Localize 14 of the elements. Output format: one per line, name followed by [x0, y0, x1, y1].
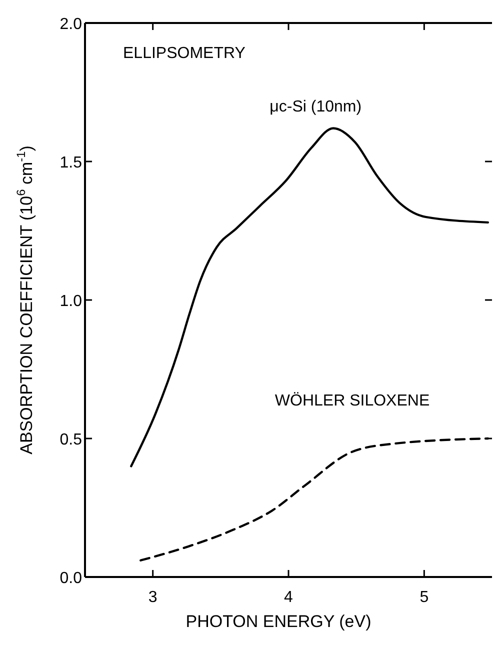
series-label: WÖHLER SILOXENE — [274, 391, 430, 410]
annotation: ELLIPSOMETRY — [123, 45, 246, 62]
line-series — [130, 127, 490, 468]
x-tick-label: 4 — [284, 589, 294, 606]
x-tick-label: 5 — [420, 589, 429, 606]
x-axis-title: PHOTON ENERGY (eV) — [186, 612, 372, 631]
y-tick-label: 0.5 — [60, 432, 82, 448]
x-tick-label: 3 — [148, 589, 158, 606]
series-label: μc-Si (10nm) — [270, 98, 362, 116]
y-tick-label: 1.5 — [60, 154, 82, 172]
y-tick-label: 2.0 — [60, 16, 82, 33]
line-series — [140, 437, 490, 562]
y-tick-label: 1.0 — [60, 293, 82, 310]
y-tick-label: 0.0 — [60, 570, 82, 587]
